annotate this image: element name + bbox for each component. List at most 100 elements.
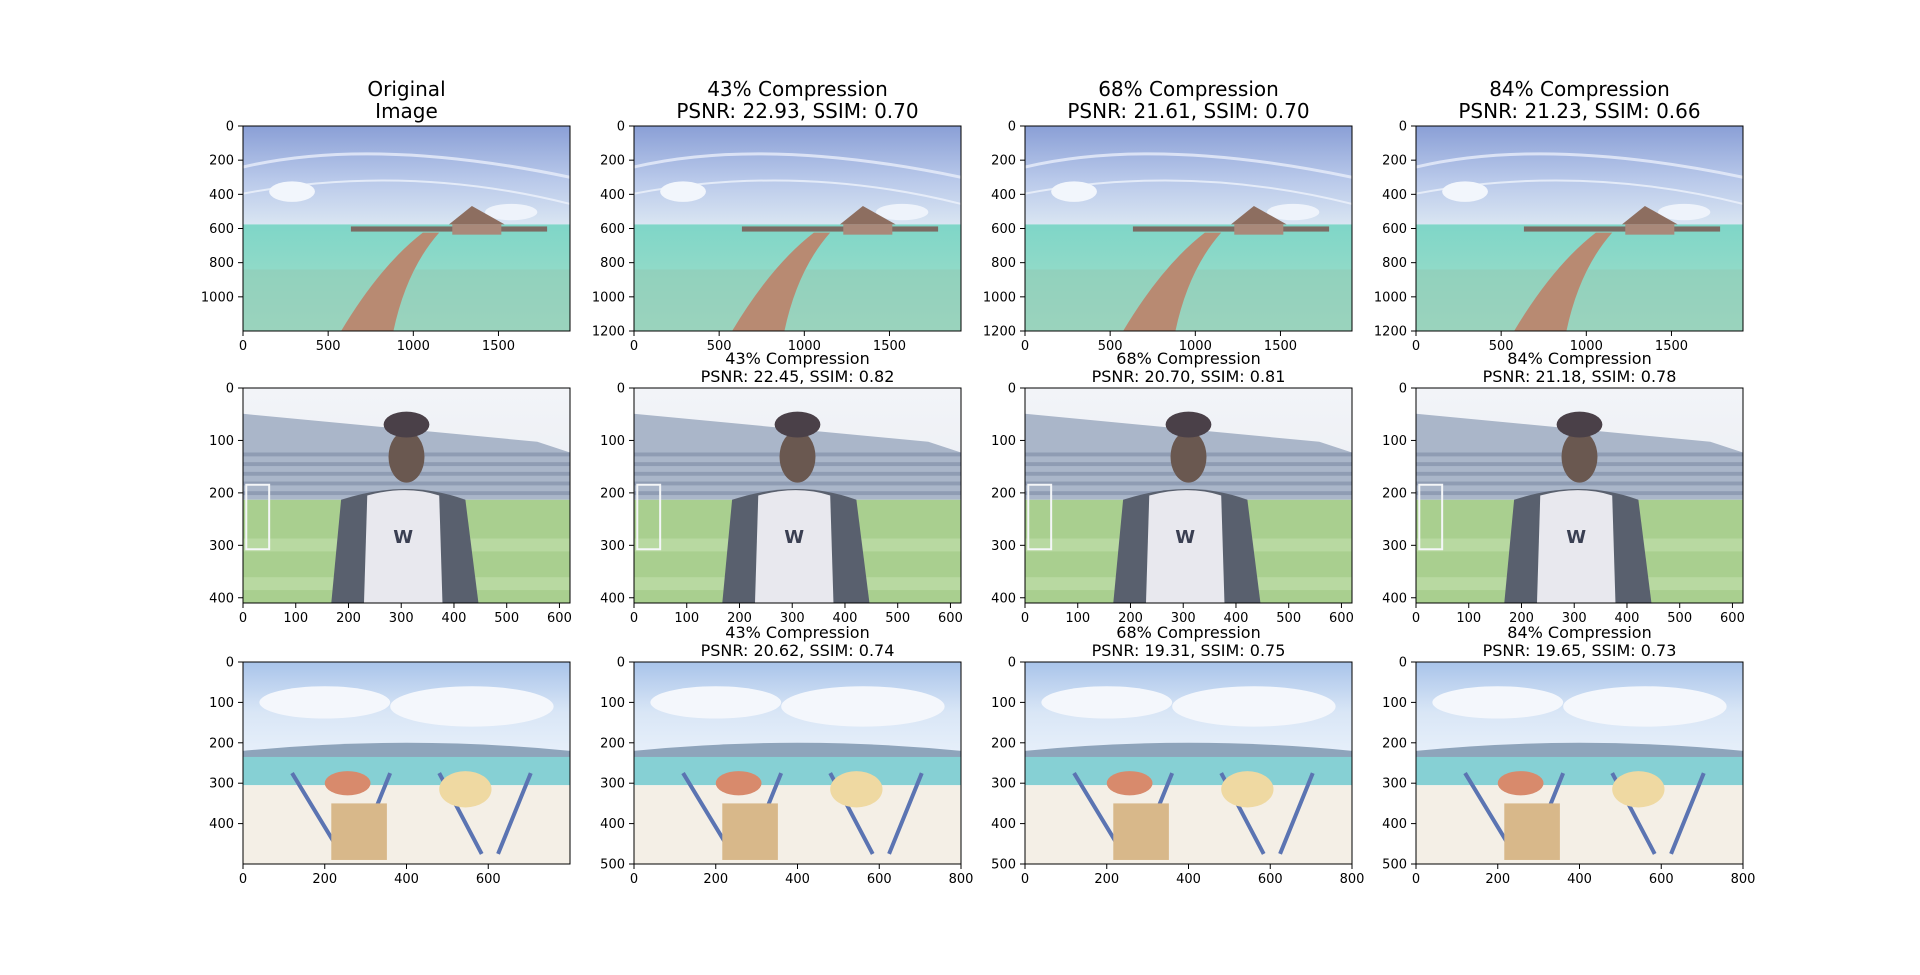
axes-frame	[1024, 387, 1353, 604]
panel-r2-c1: W 0 100 200 300 400 500 600 0 100 200 300 400	[209, 382, 572, 627]
panel-title-r1-c4: 84% Compression PSNR: 21.23, SSIM: 0.66	[1386, 78, 1773, 122]
y-tick-label: 0	[226, 120, 234, 135]
x-tick-label: 200	[703, 872, 728, 887]
y-tick-label: 400	[600, 188, 625, 203]
y-tick-label: 0	[1008, 120, 1016, 135]
metrics-label: PSNR: 20.62, SSIM: 0.74	[700, 640, 895, 660]
y-tick-label: 500	[1382, 858, 1407, 873]
panel-r1-c3: 0 500 1000 1500 0 200 400 600 800 1000 1200	[983, 120, 1353, 354]
y-tick-label: 0	[617, 120, 625, 135]
x-tick-label: 400	[1567, 872, 1592, 887]
metrics-label: PSNR: 21.18, SSIM: 0.78	[1482, 366, 1677, 386]
x-tick-label: 600	[867, 872, 892, 887]
image-content: W	[634, 388, 961, 603]
x-tick-label: 600	[547, 611, 572, 626]
y-tick-label: 400	[1382, 591, 1407, 606]
y-tick-label: 200	[1382, 154, 1407, 169]
y-tick-label: 400	[600, 817, 625, 832]
y-tick-label: 0	[617, 382, 625, 397]
x-tick-label: 1500	[873, 339, 906, 354]
x-tick-label: 600	[1329, 611, 1354, 626]
image-content: W	[1025, 388, 1352, 603]
image-content	[1416, 662, 1743, 864]
axes-frame	[633, 387, 962, 604]
x-tick-label: 1000	[1570, 339, 1603, 354]
x-tick-label: 1000	[1179, 339, 1212, 354]
y-tick-label: 100	[1382, 696, 1407, 711]
x-tick-label: 400	[833, 611, 858, 626]
x-tick-label: 200	[336, 611, 361, 626]
y-tick-label: 500	[991, 858, 1016, 873]
y-tick-label: 300	[1382, 777, 1407, 792]
panel-title-r2-c3: 68% Compression PSNR: 20.70, SSIM: 0.81	[995, 350, 1382, 385]
svg-text:W: W	[1175, 527, 1195, 548]
x-tick-label: 200	[1094, 872, 1119, 887]
y-tick-label: 100	[991, 434, 1016, 449]
y-tick-label: 600	[209, 222, 234, 237]
compression-label: 68% Compression	[1098, 77, 1279, 101]
x-tick-label: 500	[885, 611, 910, 626]
x-tick-label: 600	[1720, 611, 1745, 626]
y-tick-label: 1000	[983, 290, 1016, 305]
panel-title-r1-c2: 43% Compression PSNR: 22.93, SSIM: 0.70	[604, 78, 991, 122]
y-tick-label: 200	[209, 486, 234, 501]
svg-text:W: W	[393, 527, 413, 548]
x-tick-label: 1500	[482, 339, 515, 354]
x-tick-label: 100	[283, 611, 308, 626]
panel-r2-c2: W 0 100 200 300 400 500 600 0 100 200 300 400	[600, 382, 963, 627]
x-tick-label: 0	[1412, 611, 1420, 626]
y-tick-label: 1000	[1374, 290, 1407, 305]
y-tick-label: 0	[226, 656, 234, 671]
y-tick-label: 1200	[592, 325, 625, 340]
x-tick-label: 600	[1649, 872, 1674, 887]
x-tick-label: 500	[1276, 611, 1301, 626]
svg-text:W: W	[1566, 527, 1586, 548]
panel-title-r3-c4: 84% Compression PSNR: 19.65, SSIM: 0.73	[1386, 624, 1773, 659]
y-tick-label: 500	[600, 858, 625, 873]
x-tick-label: 400	[442, 611, 467, 626]
y-tick-label: 300	[991, 539, 1016, 554]
x-tick-label: 500	[316, 339, 341, 354]
x-tick-label: 500	[1098, 339, 1123, 354]
y-tick-label: 200	[991, 154, 1016, 169]
x-tick-label: 100	[1456, 611, 1481, 626]
panel-r1-c2: 0 500 1000 1500 0 200 400 600 800 1000 1200	[592, 120, 962, 354]
x-tick-label: 0	[239, 872, 247, 887]
y-tick-label: 1000	[592, 290, 625, 305]
y-tick-label: 400	[991, 817, 1016, 832]
panel-title-r1-c3: 68% Compression PSNR: 21.61, SSIM: 0.70	[995, 78, 1382, 122]
y-tick-label: 200	[991, 736, 1016, 751]
y-tick-label: 800	[600, 256, 625, 271]
panel-r3-c4: 0 200 400 600 800 0 100 200 300 400 500	[1382, 656, 1755, 888]
panel-title-r2-c4: 84% Compression PSNR: 21.18, SSIM: 0.78	[1386, 350, 1773, 385]
x-tick-label: 0	[1412, 872, 1420, 887]
y-tick-label: 600	[600, 222, 625, 237]
y-tick-label: 200	[1382, 486, 1407, 501]
x-tick-label: 0	[1021, 339, 1029, 354]
y-tick-label: 200	[600, 486, 625, 501]
x-tick-label: 200	[727, 611, 752, 626]
x-tick-label: 400	[394, 872, 419, 887]
y-tick-label: 200	[991, 486, 1016, 501]
compression-label: 43% Compression	[725, 349, 870, 368]
x-tick-label: 200	[1509, 611, 1534, 626]
y-tick-label: 300	[600, 777, 625, 792]
y-tick-label: 800	[209, 256, 234, 271]
x-tick-label: 300	[389, 611, 414, 626]
compression-label: 43% Compression	[707, 77, 888, 101]
image-content	[243, 126, 570, 331]
y-tick-label: 400	[209, 817, 234, 832]
y-tick-label: 300	[991, 777, 1016, 792]
x-tick-label: 500	[494, 611, 519, 626]
panel-title-r2-c2: 43% Compression PSNR: 22.45, SSIM: 0.82	[604, 350, 991, 385]
x-tick-label: 0	[1021, 611, 1029, 626]
y-tick-label: 100	[600, 434, 625, 449]
metrics-label: PSNR: 22.45, SSIM: 0.82	[700, 366, 895, 386]
image-content	[634, 126, 961, 331]
metrics-label: PSNR: 19.65, SSIM: 0.73	[1482, 640, 1677, 660]
image-content: W	[1416, 388, 1743, 603]
x-tick-label: 100	[674, 611, 699, 626]
x-tick-label: 500	[707, 339, 732, 354]
y-tick-label: 400	[1382, 188, 1407, 203]
